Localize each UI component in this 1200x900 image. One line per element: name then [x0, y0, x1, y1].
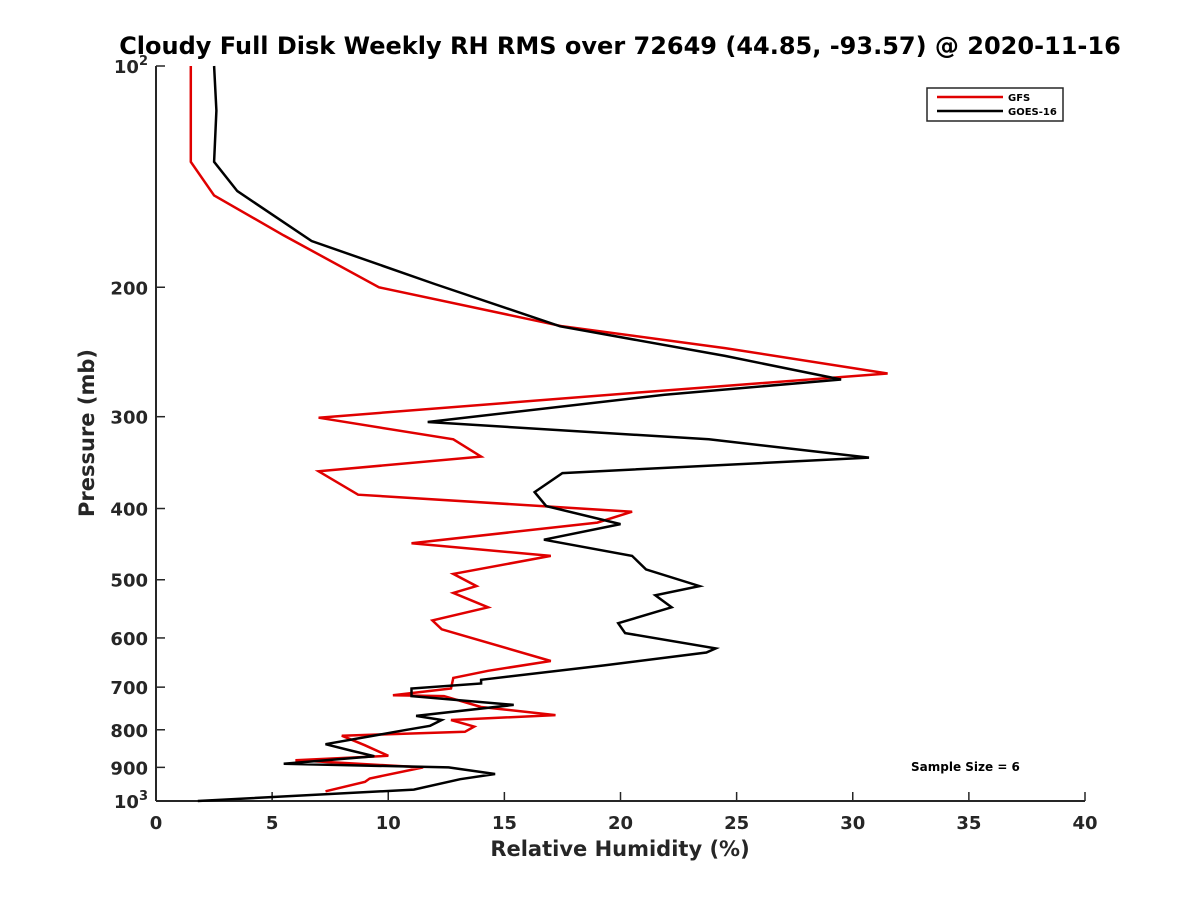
x-tick-label: 5 — [266, 813, 279, 834]
sample-size-annotation: Sample Size = 6 — [911, 760, 1020, 774]
legend: GFS GOES-16 — [926, 87, 1064, 122]
y-tick-label: 200 — [110, 278, 148, 299]
series-lines — [189, 65, 888, 803]
y-tick-label: 700 — [110, 678, 148, 699]
series-line-gfs — [189, 66, 888, 793]
y-tick-label: 900 — [110, 758, 148, 779]
x-tick-label: 10 — [376, 813, 401, 834]
x-tick-label: 30 — [840, 813, 865, 834]
x-tick-label: 35 — [956, 813, 981, 834]
y-tick-label: 300 — [110, 408, 148, 429]
y-ticks: 102 200 300 400 500 600 700 800 900 103 — [110, 54, 165, 813]
x-tick-label: 15 — [492, 813, 517, 834]
legend-label-goes16: GOES-16 — [1008, 107, 1057, 118]
x-tick-label: 0 — [150, 813, 163, 834]
x-tick-label: 20 — [608, 813, 633, 834]
legend-box — [926, 87, 1064, 122]
series-line-goes16 — [197, 65, 870, 803]
y-tick-label: 103 — [114, 789, 148, 813]
x-ticks: 0 5 10 15 20 25 30 35 40 — [150, 792, 1098, 834]
y-tick-label: 500 — [110, 571, 148, 592]
y-tick-label: 400 — [110, 500, 148, 521]
chart-title: Cloudy Full Disk Weekly RH RMS over 7264… — [119, 32, 1121, 60]
x-tick-label: 40 — [1072, 813, 1097, 834]
x-tick-label: 25 — [724, 813, 749, 834]
y-tick-label: 102 — [114, 54, 148, 78]
y-tick-label: 800 — [110, 721, 148, 742]
y-axis-label: Pressure (mb) — [75, 349, 99, 517]
y-tick-label: 600 — [110, 629, 148, 650]
legend-label-gfs: GFS — [1008, 93, 1030, 104]
x-axis-label: Relative Humidity (%) — [490, 837, 749, 861]
